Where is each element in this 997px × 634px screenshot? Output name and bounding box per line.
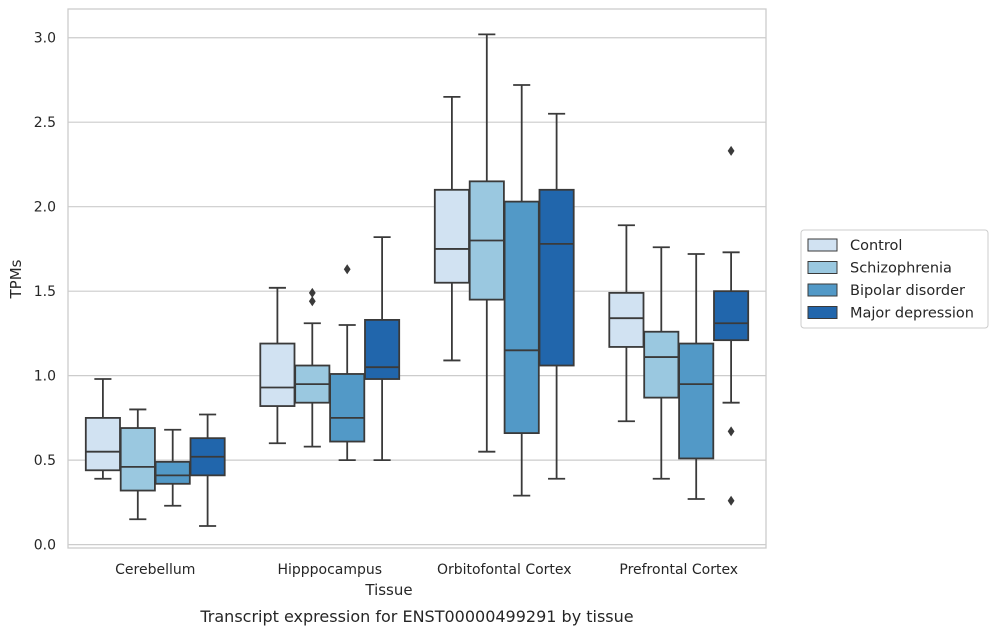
box-iqr (713, 290, 750, 342)
y-tick-label: 1.5 (34, 284, 56, 300)
legend: Control Schizophrenia Bipolar disorder Majo… (800, 229, 989, 329)
box-element (713, 145, 750, 506)
box-element (84, 378, 121, 480)
box-iqr (329, 373, 366, 443)
legend-label: Control (850, 238, 902, 254)
x-tick-label: Hipppocampus (277, 562, 382, 578)
legend-label: Bipolar disorder (850, 283, 965, 299)
box-iqr (433, 188, 470, 284)
box-iqr (259, 342, 296, 407)
legend-swatch (807, 306, 838, 319)
box-iqr (84, 416, 121, 472)
box-element (259, 286, 296, 445)
x-tick-label: Cerebellum (115, 562, 195, 578)
box-element (364, 236, 401, 462)
box-element (503, 84, 540, 497)
y-tick-label: 1.0 (34, 369, 56, 385)
box-element (538, 112, 575, 480)
y-tick-label: 0.0 (34, 538, 56, 554)
outlier-point (308, 287, 316, 298)
y-axis-label: TPMs (7, 259, 25, 299)
series-bipolar-disorder (154, 84, 715, 507)
outlier-point (727, 495, 735, 506)
y-tick-label: 2.0 (34, 200, 56, 216)
box-series (84, 33, 750, 527)
outlier-point (308, 296, 316, 307)
legend-label: Major depression (850, 306, 974, 322)
plot-area-frame (67, 8, 767, 549)
box-iqr (678, 342, 715, 460)
outlier-point (727, 145, 735, 156)
chart-caption: Transcript expression for ENST0000049929… (199, 607, 633, 626)
y-tick-label: 0.5 (34, 453, 56, 469)
series-major-depression (189, 112, 750, 527)
legend-swatch (807, 261, 838, 274)
y-tick-label: 3.0 (34, 31, 56, 47)
box-iqr (119, 427, 156, 492)
x-tick-label: Prefrontal Cortex (619, 562, 738, 578)
box-iqr (538, 188, 575, 367)
box-element (119, 408, 156, 521)
y-tick-label: 2.5 (34, 115, 56, 131)
box-iqr (364, 318, 401, 380)
box-iqr (154, 460, 191, 485)
box-element (643, 246, 680, 480)
gridlines (68, 37, 766, 546)
series-schizophrenia (119, 33, 680, 521)
box-element (189, 413, 226, 527)
box-iqr (503, 200, 540, 435)
box-element (294, 287, 331, 448)
box-iqr (608, 291, 645, 348)
legend-swatch (807, 238, 838, 252)
box-element (154, 428, 191, 507)
outlier-point (343, 264, 351, 275)
box-element (468, 33, 505, 453)
box-element (608, 224, 645, 423)
legend-swatch (807, 283, 838, 297)
box-element (433, 95, 470, 362)
x-axis-label: Tissue (364, 581, 412, 599)
box-iqr (643, 330, 680, 399)
box-element (329, 264, 366, 462)
series-control (84, 95, 645, 480)
legend-label: Schizophrenia (850, 261, 952, 277)
x-tick-label: Orbitofontal Cortex (437, 562, 572, 578)
y-tick-labels: 0.0 0.5 1.0 1.5 2.0 2.5 3.0 (34, 31, 56, 554)
legend-frame (800, 229, 989, 329)
outlier-point (727, 426, 735, 437)
x-tick-labels: Cerebellum Hipppocampus Orbitofontal Corte… (115, 562, 738, 578)
box-element (678, 253, 715, 500)
